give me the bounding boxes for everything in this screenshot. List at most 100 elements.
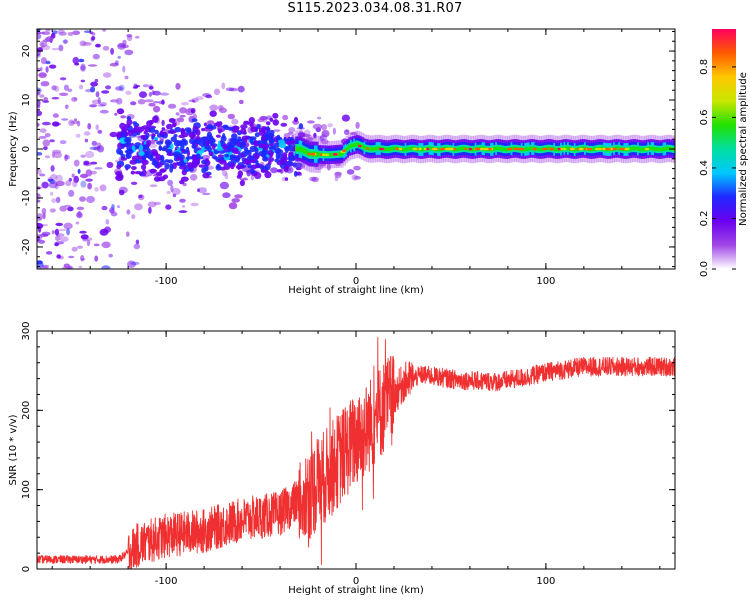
noise-blob <box>101 265 111 269</box>
cluster-blob <box>153 176 161 182</box>
noise-blob <box>72 56 80 65</box>
cluster-blob <box>191 118 198 122</box>
noise-blob <box>101 241 111 249</box>
spectrogram-y-label: Frequency (Hz) <box>8 111 19 187</box>
cluster-blob <box>169 166 174 173</box>
signal-band <box>368 147 371 151</box>
noise-blob <box>191 97 199 103</box>
cluster-blob <box>213 122 218 127</box>
peak-spot <box>605 147 611 151</box>
noise-blob <box>175 112 180 116</box>
cluster-blob <box>141 159 149 166</box>
noise-blob <box>63 222 73 230</box>
noise-blob <box>94 255 99 262</box>
noise-blob <box>221 169 228 177</box>
noise-blob <box>270 167 278 174</box>
spectrogram-x-label: Height of straight line (km) <box>288 285 424 296</box>
noise-blob <box>37 110 43 117</box>
noise-blob <box>90 37 95 42</box>
noise-blob <box>287 131 294 135</box>
noise-blob <box>334 172 342 179</box>
peak-spot <box>624 147 630 151</box>
noise-blob <box>281 167 285 174</box>
peak-spot <box>423 147 427 151</box>
snr-plot-area <box>37 336 675 569</box>
signal-band <box>498 146 501 151</box>
signal-band <box>574 147 577 152</box>
cluster-blob <box>258 151 263 156</box>
signal-band <box>340 152 343 156</box>
signal-band <box>389 147 392 151</box>
noise-blob <box>57 29 65 34</box>
cluster-blob <box>124 137 130 143</box>
noise-blob <box>105 219 110 225</box>
noise-blob <box>50 165 55 172</box>
noise-blob <box>80 180 87 188</box>
signal-band <box>462 146 465 151</box>
noise-blob <box>114 112 118 116</box>
cluster-blob <box>187 162 194 170</box>
noise-blob <box>37 222 44 230</box>
y-tick-label: 300 <box>21 321 32 340</box>
cluster-blob <box>250 126 258 133</box>
signal-band <box>494 146 497 151</box>
noise-blob <box>228 87 239 92</box>
peak-spot <box>307 152 311 156</box>
noise-blob <box>72 30 81 36</box>
noise-blob <box>66 228 70 236</box>
cluster-blob <box>243 158 250 162</box>
cluster-blob <box>203 122 207 127</box>
cluster-blob <box>232 125 240 131</box>
noise-blob <box>209 104 218 111</box>
x-tick-label: 0 <box>353 276 359 287</box>
signal-band <box>664 147 667 151</box>
noise-blob <box>61 118 69 121</box>
noise-blob <box>238 99 244 105</box>
noise-blob <box>97 104 106 107</box>
y-tick-label: 10 <box>21 94 32 107</box>
noise-blob <box>239 178 249 181</box>
cluster-blob <box>281 152 288 157</box>
signal-band <box>356 142 359 146</box>
cluster-blob <box>272 119 279 126</box>
peak-spot <box>366 147 369 150</box>
noise-blob <box>97 145 105 153</box>
noise-blob <box>175 82 181 90</box>
noise-blob <box>130 261 140 266</box>
colorbar-ticks: 0.0 0.2 0.4 0.6 0.8 <box>699 59 736 277</box>
cluster-blob <box>151 135 155 140</box>
noise-blob <box>79 173 89 179</box>
noise-blob <box>221 82 226 90</box>
cluster-blob <box>229 154 237 160</box>
signal-band <box>665 146 668 151</box>
signal-band <box>406 147 409 151</box>
noise-blob <box>65 104 69 110</box>
cluster-blob <box>235 164 244 170</box>
noise-blob <box>142 84 149 88</box>
signal-band <box>299 147 302 152</box>
signal-band <box>369 147 372 151</box>
cluster-blob <box>143 151 150 158</box>
noise-blob <box>349 132 358 136</box>
signal-band <box>526 147 529 151</box>
noise-blob <box>190 173 198 181</box>
noise-blob <box>67 88 73 93</box>
noise-blob <box>109 207 115 214</box>
noise-blob <box>52 180 58 185</box>
peak-spot <box>378 147 385 151</box>
signal-band <box>473 147 476 152</box>
noise-blob <box>49 179 56 185</box>
peak-spot <box>506 147 513 151</box>
cluster-blob <box>236 174 242 179</box>
signal-band <box>428 146 431 151</box>
signal-band <box>410 146 413 151</box>
signal-band <box>328 153 331 157</box>
signal-band <box>316 152 319 157</box>
signal-band <box>643 147 646 152</box>
noise-blob <box>51 85 57 91</box>
cluster-blob <box>126 153 130 159</box>
noise-blob <box>38 135 47 139</box>
y-tick-label: 100 <box>21 480 32 499</box>
noise-blob <box>41 181 49 189</box>
cluster-blob <box>138 144 144 152</box>
